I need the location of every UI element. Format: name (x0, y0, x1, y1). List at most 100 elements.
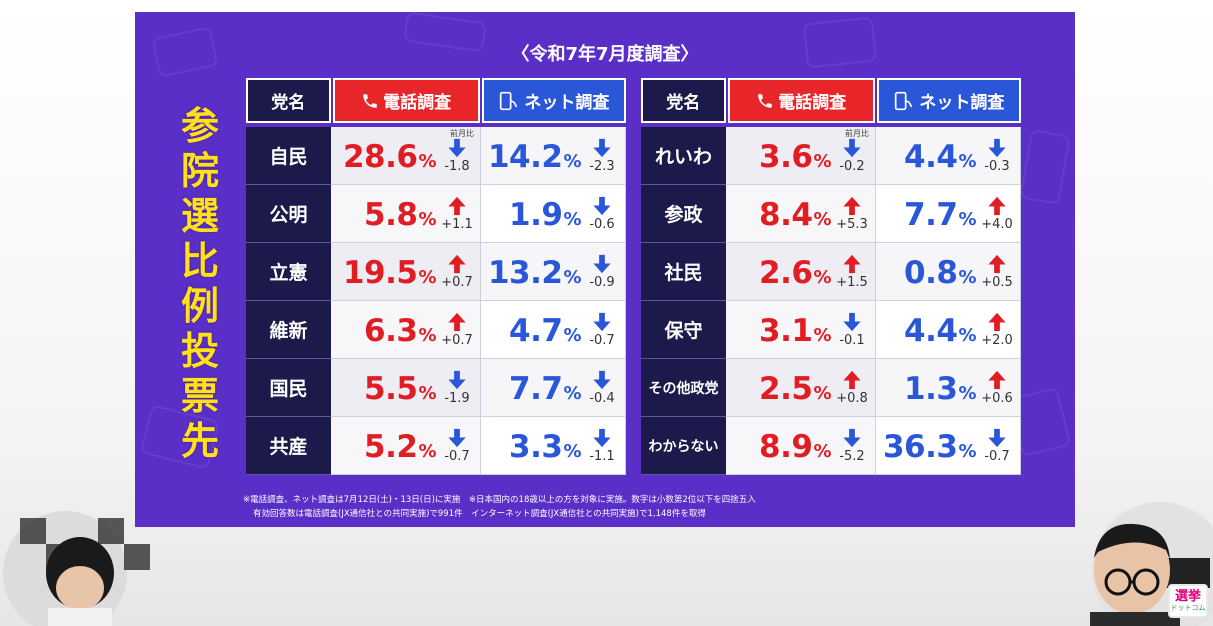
net-value-number: 4.4 (904, 139, 958, 175)
party-name: れいわ (641, 127, 726, 185)
table-row: 社民 2.6% +1.5 0.8% +0.5 (641, 243, 1021, 301)
net-change: -0.6 (582, 195, 622, 232)
net-survey-header: ネット調査 (481, 78, 627, 123)
phone-change-value: +0.8 (836, 391, 868, 406)
logo-text: 選挙 (1174, 588, 1201, 604)
net-change: -0.9 (582, 253, 622, 290)
phone-survey-value: 3.6% (759, 139, 831, 175)
arrow-up-icon (843, 196, 861, 216)
phone-change: -0.1 (832, 311, 872, 348)
phone-change: +0.7 (437, 253, 477, 290)
net-survey-cell: 13.2% -0.9 (481, 243, 626, 301)
net-value-number: 4.4 (904, 313, 958, 349)
net-survey-value: 1.3% (904, 371, 976, 407)
vertical-title-char: 先 (180, 419, 219, 463)
net-change-value: -0.4 (589, 391, 615, 406)
table-body-right: れいわ 前月比 3.6% -0.2 4.4% -0.3 参政 8.4% +5.3 7.7% +4.0… (641, 127, 1021, 475)
vertical-title-char: 参 (180, 104, 219, 148)
arrow-down-icon (843, 428, 861, 448)
phone-change: -0.2 (832, 137, 872, 174)
net-change-value: +0.5 (981, 275, 1013, 290)
arrow-down-icon (448, 428, 466, 448)
table-row: 自民 前月比 28.6% -1.8 14.2% -2.3 (246, 127, 626, 185)
net-survey-value: 1.9% (509, 197, 581, 233)
phone-survey-cell: 2.6% +1.5 (726, 243, 876, 301)
phone-change-value: +0.7 (441, 333, 473, 348)
net-survey-value: 7.7% (904, 197, 976, 233)
phone-survey-header: 電話調査 (727, 78, 875, 123)
arrow-up-icon (988, 370, 1006, 390)
phone-survey-cell: 19.5% +0.7 (331, 243, 481, 301)
net-change: +2.0 (977, 311, 1017, 348)
phone-icon (363, 93, 377, 108)
table-row: 公明 5.8% +1.1 1.9% -0.6 (246, 185, 626, 243)
net-survey-cell: 14.2% -2.3 (481, 127, 626, 185)
party-name: 保守 (641, 301, 726, 359)
percent-sign: % (958, 325, 976, 346)
net-change: +0.5 (977, 253, 1017, 290)
net-survey-cell: 0.8% +0.5 (876, 243, 1021, 301)
party-name: 自民 (246, 127, 331, 185)
net-survey-value: 4.4% (904, 139, 976, 175)
phone-change: -1.9 (437, 369, 477, 406)
phone-value-number: 5.5 (364, 371, 418, 407)
phone-survey-cell: 8.9% -5.2 (726, 417, 876, 475)
phone-value-number: 5.8 (364, 197, 418, 233)
percent-sign: % (563, 441, 581, 462)
party-column-header: 党名 (246, 78, 331, 123)
phone-value-number: 2.5 (759, 371, 813, 407)
net-change: -0.3 (977, 137, 1017, 174)
phone-survey-label: 電話調査 (383, 93, 452, 113)
net-survey-cell: 3.3% -1.1 (481, 417, 626, 475)
vertical-title-char: 例 (180, 284, 219, 328)
net-change: -0.7 (977, 427, 1017, 464)
net-change-value: -0.9 (589, 275, 615, 290)
table-body-left: 自民 前月比 28.6% -1.8 14.2% -2.3 公明 5.8% +1.1 1.9% -0.… (246, 127, 626, 475)
table-header: 党名 電話調査 ネット調査 (641, 78, 1022, 123)
vertical-title: 参院選比例投票先 (175, 104, 225, 464)
net-change: -0.4 (582, 369, 622, 406)
senkyo-dotcom-logo: 選挙 ドットコム (1168, 584, 1208, 618)
phone-value-number: 5.2 (364, 429, 418, 465)
percent-sign: % (563, 325, 581, 346)
arrow-down-icon (988, 428, 1006, 448)
net-survey-cell: 36.3% -0.7 (876, 417, 1021, 475)
phone-change-value: +0.7 (441, 275, 473, 290)
table-row: 維新 6.3% +0.7 4.7% -0.7 (246, 301, 626, 359)
party-name: 参政 (641, 185, 726, 243)
net-change: +0.6 (977, 369, 1017, 406)
survey-subtitle: 〈令和7年7月度調査〉 (511, 44, 699, 65)
phone-survey-cell: 前月比 3.6% -0.2 (726, 127, 876, 185)
smartphone-tap-icon (895, 91, 913, 110)
party-name: 公明 (246, 185, 331, 243)
arrow-down-icon (593, 312, 611, 332)
phone-survey-cell: 8.4% +5.3 (726, 185, 876, 243)
percent-sign: % (418, 267, 436, 288)
arrow-down-icon (593, 138, 611, 158)
phone-change: -0.7 (437, 427, 477, 464)
phone-survey-value: 19.5% (343, 255, 437, 291)
net-value-number: 1.3 (904, 371, 958, 407)
net-survey-cell: 7.7% +4.0 (876, 185, 1021, 243)
phone-change-value: -1.9 (444, 391, 470, 406)
phone-survey-value: 8.9% (759, 429, 831, 465)
phone-survey-label: 電話調査 (778, 93, 847, 113)
arrow-down-icon (593, 196, 611, 216)
net-change-value: -1.1 (589, 449, 615, 464)
percent-sign: % (813, 267, 831, 288)
net-survey-cell: 1.9% -0.6 (481, 185, 626, 243)
phone-value-number: 8.9 (759, 429, 813, 465)
phone-value-number: 8.4 (759, 197, 813, 233)
percent-sign: % (418, 325, 436, 346)
percent-sign: % (958, 209, 976, 230)
arrow-up-icon (448, 312, 466, 332)
vertical-title-char: 比 (180, 239, 219, 283)
party-name: 社民 (641, 243, 726, 301)
net-value-number: 14.2 (487, 139, 563, 175)
prev-month-label: 前月比 (845, 129, 869, 138)
footnote-line: 有効回答数は電話調査(JX通信社との共同実施)で991件 インターネット調査(J… (253, 509, 706, 519)
phone-change-value: +1.1 (441, 217, 473, 232)
percent-sign: % (958, 267, 976, 288)
percent-sign: % (418, 441, 436, 462)
arrow-up-icon (843, 254, 861, 274)
